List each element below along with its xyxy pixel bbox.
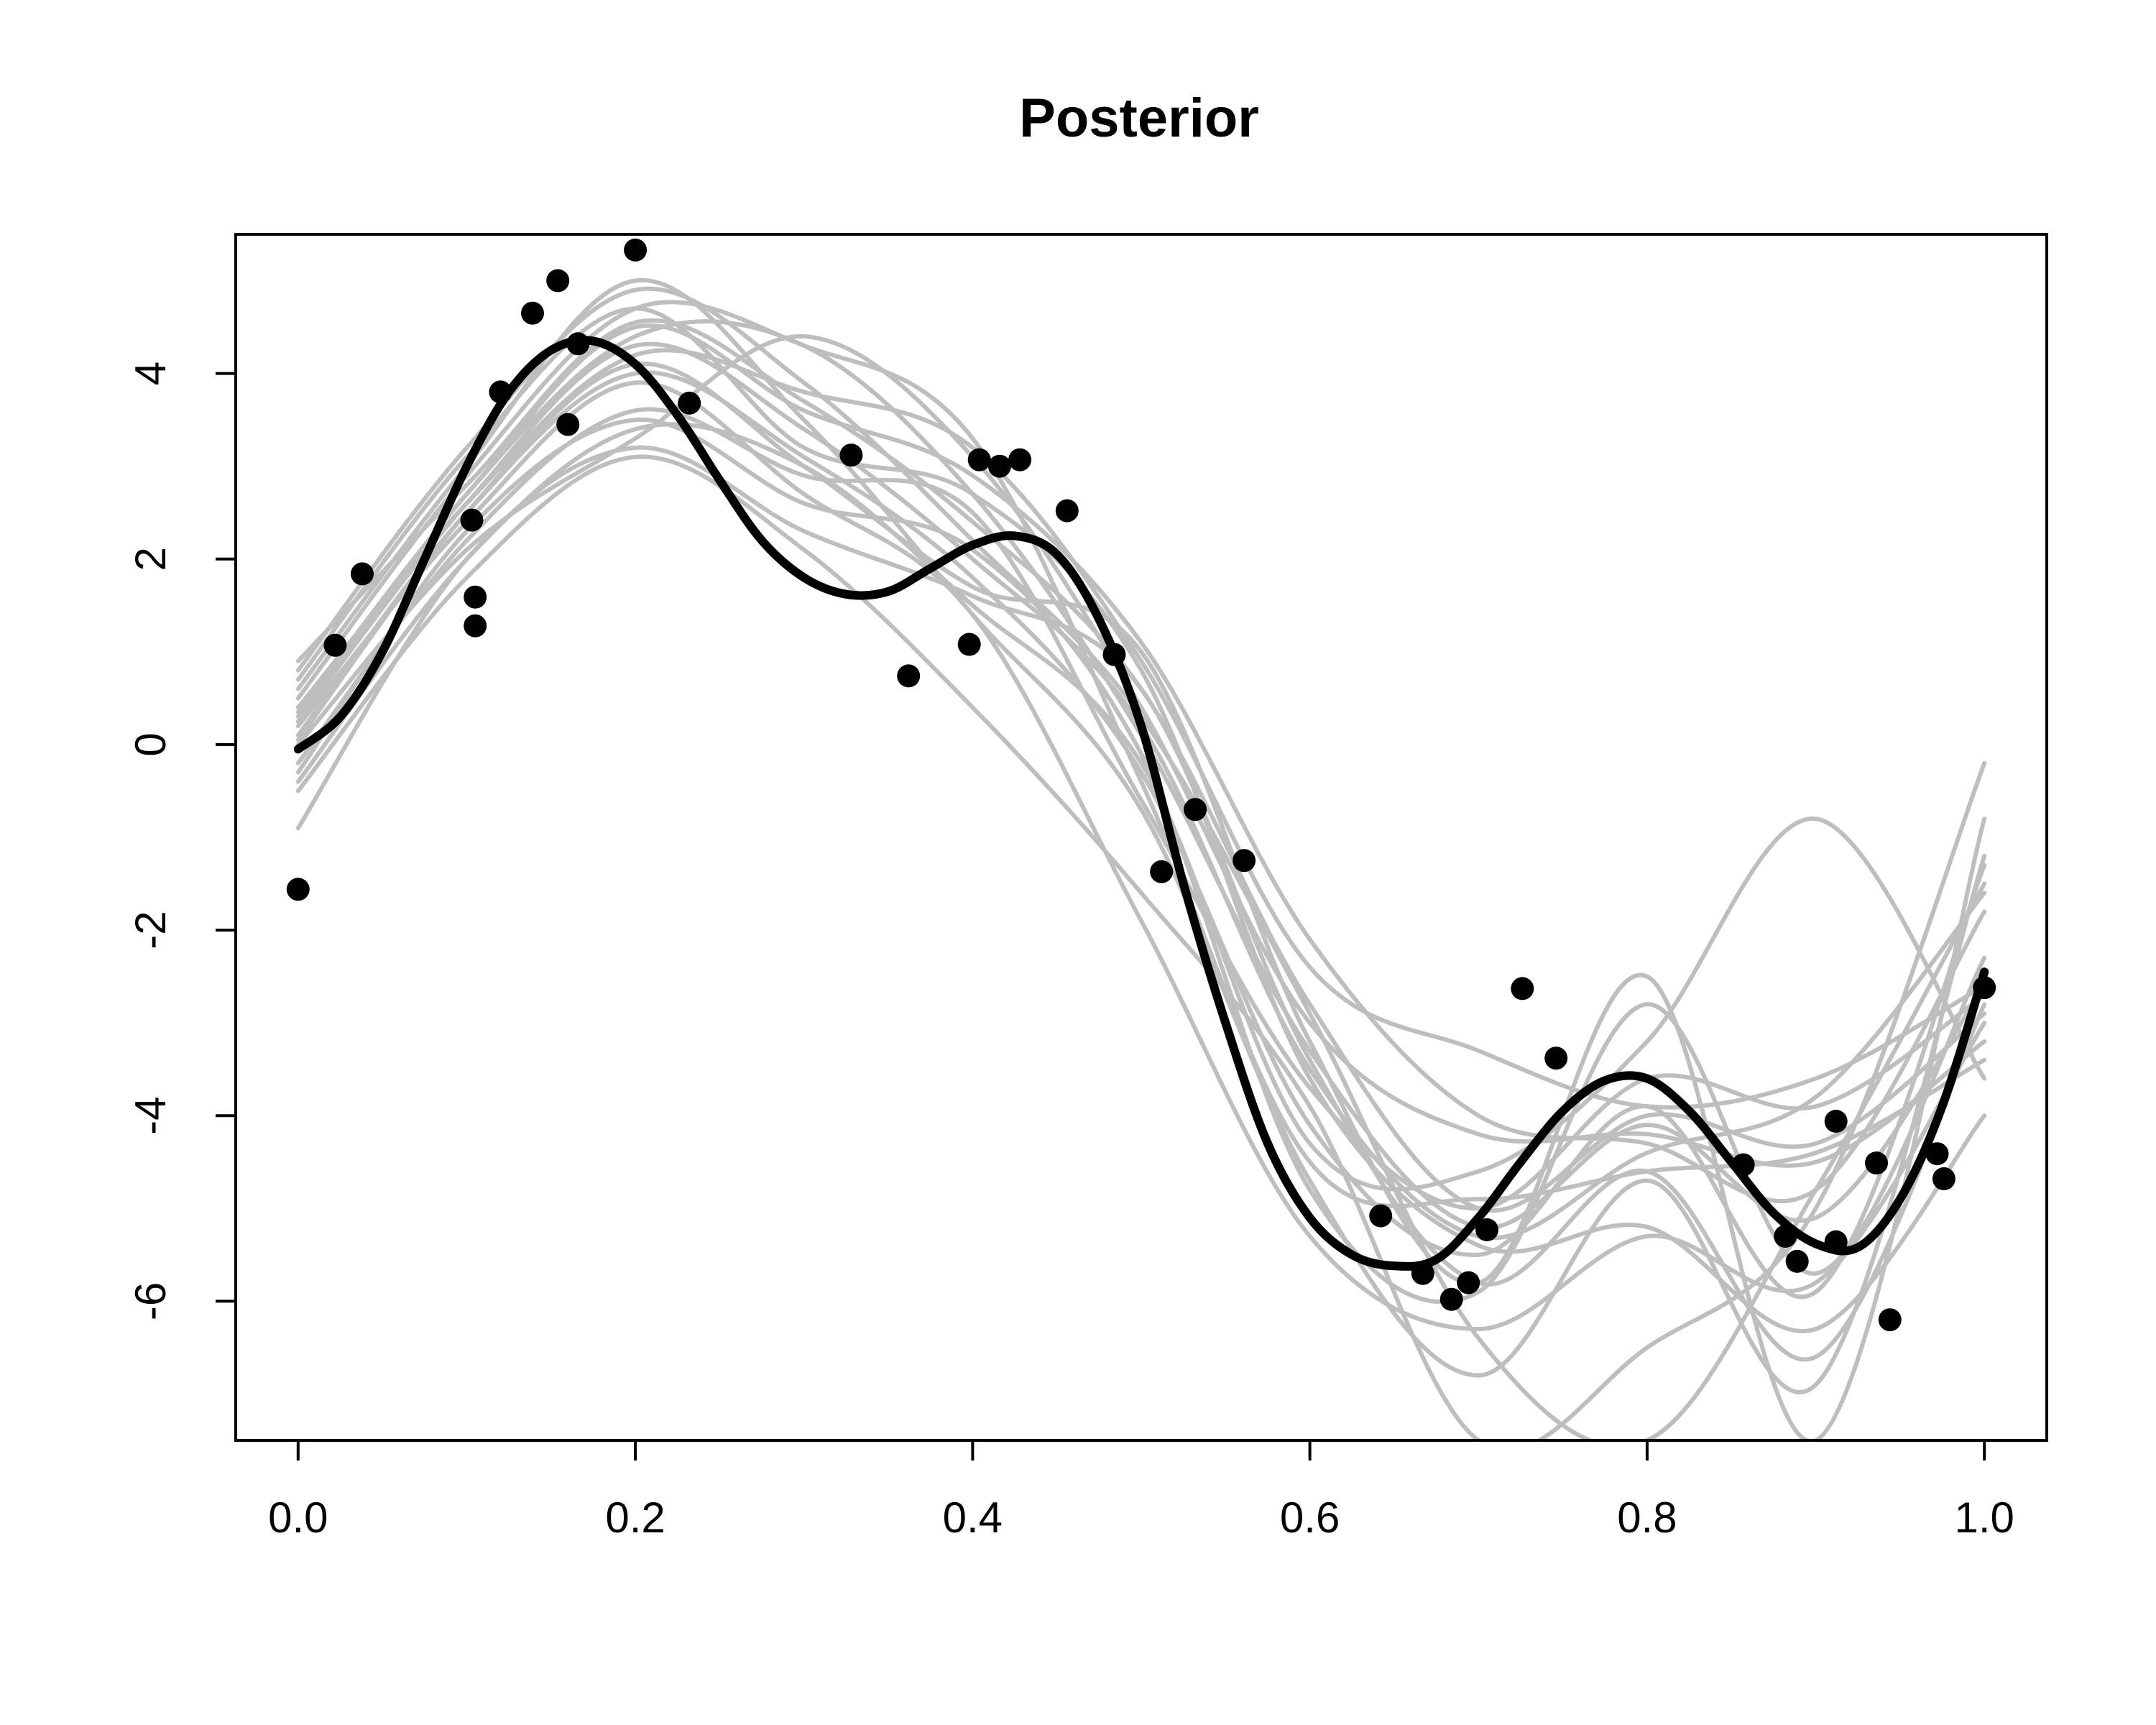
- posterior-sample-line-6: [295, 418, 1987, 1305]
- observation-point: [1785, 1249, 1809, 1273]
- x-tick-label: 0.8: [1617, 1494, 1677, 1542]
- observation-point: [464, 585, 487, 609]
- x-tick-label: 0.2: [605, 1494, 665, 1542]
- observation-point: [1824, 1110, 1848, 1133]
- observation-point: [967, 448, 991, 472]
- observation-point: [556, 413, 580, 436]
- observation-point: [460, 508, 484, 532]
- observation-point: [1731, 1153, 1755, 1177]
- observation-point: [351, 562, 374, 586]
- x-tick-label: 0.6: [1280, 1494, 1340, 1542]
- posterior-sample-line-3: [295, 319, 1987, 1230]
- posterior-sample-line-13: [295, 407, 1987, 1211]
- posterior-sample-line-18: [295, 341, 1987, 1241]
- posterior-sample-line-16: [295, 286, 1987, 1440]
- observations: [286, 238, 1996, 1332]
- y-tick-label: -4: [126, 1097, 175, 1135]
- observation-point: [1008, 448, 1032, 472]
- observation-point: [1878, 1308, 1902, 1332]
- y-axis: -6 -4 -2 0 2 4: [126, 362, 237, 1320]
- observation-point: [1411, 1261, 1434, 1285]
- observation-point: [1439, 1287, 1463, 1311]
- observation-point: [1865, 1151, 1888, 1175]
- observation-point: [987, 454, 1011, 478]
- observation-point: [546, 269, 570, 293]
- observation-point: [1932, 1167, 1955, 1190]
- observation-point: [1475, 1218, 1498, 1241]
- observation-point: [1233, 849, 1256, 873]
- y-tick-label: 2: [126, 547, 175, 571]
- observation-point: [1973, 976, 1996, 1000]
- observation-point: [566, 332, 590, 356]
- x-tick-label: 0.4: [943, 1494, 1003, 1542]
- posterior-sample-line-10: [295, 454, 1987, 1440]
- observation-point: [1544, 1046, 1568, 1070]
- observation-point: [1055, 499, 1079, 523]
- observation-point: [1824, 1230, 1848, 1254]
- y-tick-label: 4: [126, 362, 175, 385]
- observation-point: [286, 878, 310, 901]
- posterior-sample-line-7: [295, 348, 1987, 1110]
- observation-point: [521, 301, 544, 325]
- posterior-samples: [295, 277, 1987, 1440]
- observation-point: [489, 380, 512, 404]
- observation-point: [1925, 1142, 1949, 1166]
- observation-point: [1369, 1204, 1393, 1228]
- observation-point: [678, 391, 701, 415]
- observation-point: [1102, 643, 1126, 666]
- posterior-sample-line-17: [295, 422, 1987, 1192]
- observation-point: [897, 664, 921, 688]
- chart-title: Posterior: [1019, 88, 1259, 149]
- x-tick-label: 0.0: [268, 1494, 328, 1542]
- x-axis: 0.0 0.2 0.4 0.6 0.8 1.0: [268, 1439, 2014, 1542]
- y-tick-label: -2: [126, 911, 175, 949]
- observation-point: [323, 633, 347, 657]
- observation-point: [1457, 1271, 1480, 1294]
- observation-point: [1511, 977, 1534, 1000]
- posterior-sample-line-11: [295, 380, 1987, 1332]
- observation-point: [1774, 1225, 1797, 1248]
- observation-point: [839, 443, 863, 467]
- posterior-sample-line-15: [295, 361, 1987, 1440]
- x-tick-label: 1.0: [1954, 1494, 2014, 1542]
- observation-point: [464, 614, 487, 638]
- observation-point: [1184, 798, 1207, 822]
- posterior-sample-line-8: [295, 334, 1987, 1168]
- y-tick-label: -6: [126, 1282, 175, 1320]
- y-tick-label: 0: [126, 732, 175, 756]
- observation-point: [624, 238, 648, 262]
- observation-point: [1150, 860, 1174, 883]
- observation-point: [957, 632, 981, 656]
